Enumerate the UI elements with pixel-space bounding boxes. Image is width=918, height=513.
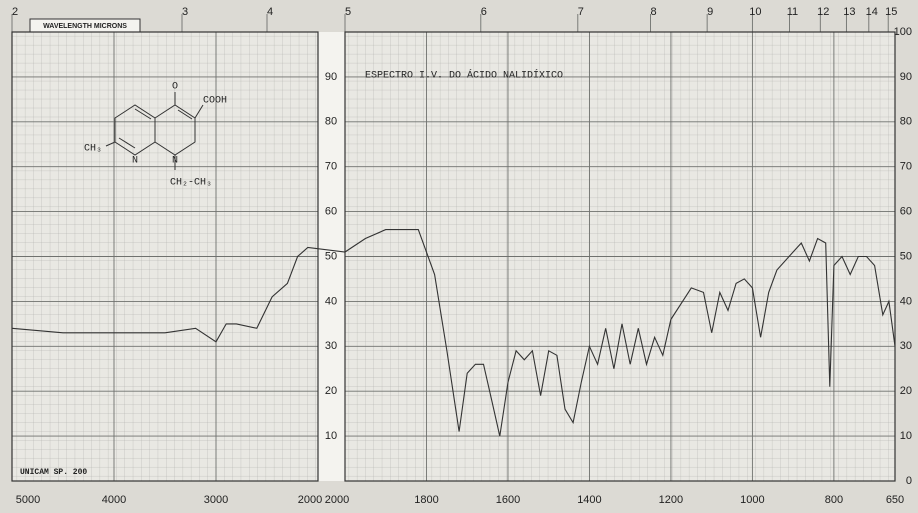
x2-tick-label: 10 xyxy=(749,6,761,18)
y-tick-label: 70 xyxy=(325,161,337,173)
y-tick-label: 20 xyxy=(900,385,912,397)
x2-tick-label: 4 xyxy=(267,6,273,18)
structure-label: O xyxy=(172,82,178,93)
y-tick-label: 80 xyxy=(325,116,337,128)
x2-tick-label: 6 xyxy=(481,6,487,18)
x2-tick-label: 12 xyxy=(817,6,829,18)
x-tick-label: 2000 xyxy=(325,494,349,506)
x2-tick-label: 13 xyxy=(843,6,855,18)
structure-label: N xyxy=(172,156,178,167)
y-tick-label: 40 xyxy=(325,295,337,307)
chart-title: ESPECTRO I.V. DO ÁCIDO NALIDÍXICO xyxy=(365,68,563,82)
x-tick-label: 1400 xyxy=(577,494,601,506)
y-tick-label: 50 xyxy=(325,250,337,262)
x-tick-label: 3000 xyxy=(204,494,228,506)
x2-tick-label: 9 xyxy=(707,6,713,18)
x-tick-label: 2000 xyxy=(298,494,322,506)
y-tick-label: 80 xyxy=(900,116,912,128)
y-tick-label: 30 xyxy=(325,340,337,352)
x2-tick-label: 3 xyxy=(182,6,188,18)
y-tick-label: 60 xyxy=(900,206,912,218)
chart: WAVELENGTH MICRONS ESPECTRO I.V. DO ÁCID… xyxy=(0,0,918,513)
y-tick-label: 70 xyxy=(900,161,912,173)
x2-tick-label: 8 xyxy=(650,6,656,18)
y-tick-label: 90 xyxy=(325,71,337,83)
x2-tick-label: 7 xyxy=(578,6,584,18)
x2-tick-label: 2 xyxy=(12,6,18,18)
x-tick-label: 800 xyxy=(825,494,843,506)
structure-label: CH₂-CH₃ xyxy=(170,178,212,189)
y-tick-label: 100 xyxy=(894,26,912,38)
y-tick-label: 90 xyxy=(900,71,912,83)
x2-tick-label: 11 xyxy=(787,6,798,18)
y-tick-label: 30 xyxy=(900,340,912,352)
y-tick-label: 10 xyxy=(900,430,912,442)
x-tick-label: 1000 xyxy=(740,494,764,506)
x-tick-label: 1800 xyxy=(414,494,438,506)
y-tick-label: 40 xyxy=(900,295,912,307)
x-tick-label: 1200 xyxy=(659,494,683,506)
y-tick-label: 60 xyxy=(325,206,337,218)
y-tick-label: 10 xyxy=(325,430,337,442)
x-tick-label: 1600 xyxy=(496,494,520,506)
y-tick-label: 50 xyxy=(900,250,912,262)
x2-tick-label: 14 xyxy=(866,6,878,18)
x2-tick-label: 15 xyxy=(885,6,897,18)
structure-label: N xyxy=(132,156,138,167)
x2-tick-label: 5 xyxy=(345,6,351,18)
x-tick-label: 4000 xyxy=(102,494,126,506)
structure-label: COOH xyxy=(203,96,227,107)
structure-label: CH₃ xyxy=(84,144,102,155)
y-tick-label: 20 xyxy=(325,385,337,397)
y-tick-label: 0 xyxy=(906,475,912,487)
x-tick-label: 5000 xyxy=(16,494,40,506)
x-tick-label: 650 xyxy=(886,494,904,506)
x2-label: WAVELENGTH MICRONS xyxy=(43,23,127,30)
instrument-label: UNICAM SP. 200 xyxy=(20,468,87,477)
